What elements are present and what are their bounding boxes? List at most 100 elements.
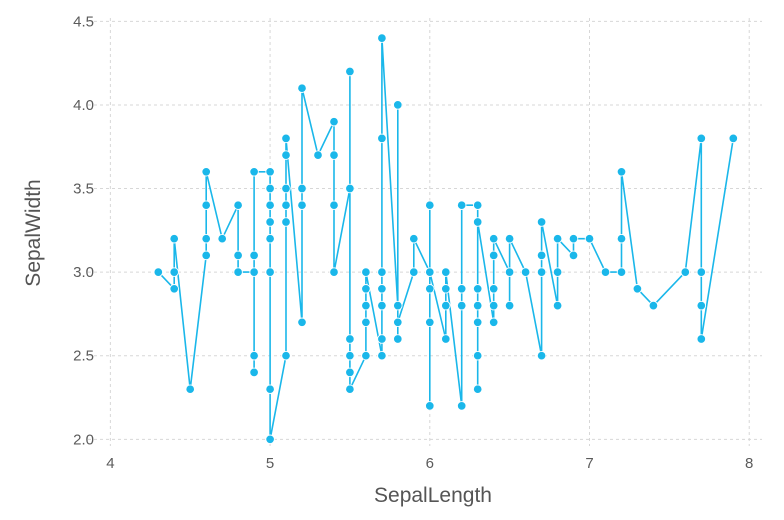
data-point bbox=[361, 300, 371, 311]
data-point bbox=[377, 300, 387, 311]
data-point bbox=[281, 350, 291, 361]
data-point bbox=[169, 284, 179, 294]
data-point bbox=[552, 233, 563, 244]
data-point bbox=[249, 250, 259, 261]
data-point bbox=[281, 133, 291, 144]
data-point bbox=[536, 250, 547, 261]
data-point bbox=[488, 317, 499, 328]
data-point bbox=[393, 100, 403, 110]
series-line bbox=[157, 37, 735, 441]
data-point bbox=[281, 217, 291, 227]
data-point bbox=[488, 250, 499, 261]
data-point bbox=[472, 350, 483, 361]
data-point bbox=[249, 350, 259, 361]
data-point bbox=[696, 133, 707, 144]
data-point bbox=[201, 200, 211, 210]
data-point bbox=[329, 267, 339, 277]
data-point bbox=[504, 300, 515, 311]
data-point bbox=[488, 284, 499, 294]
data-point bbox=[696, 334, 707, 344]
data-point bbox=[393, 334, 403, 344]
y-tick-label: 2.0 bbox=[73, 431, 94, 448]
data-point bbox=[456, 284, 467, 294]
data-point bbox=[201, 250, 211, 261]
data-point bbox=[345, 350, 355, 361]
data-point bbox=[488, 233, 499, 244]
data-point bbox=[696, 300, 707, 311]
data-point bbox=[265, 233, 275, 244]
data-point bbox=[377, 133, 387, 144]
series-points bbox=[153, 33, 739, 445]
data-point bbox=[249, 267, 259, 277]
data-point bbox=[456, 200, 467, 210]
data-point bbox=[472, 200, 483, 210]
data-point bbox=[409, 233, 419, 244]
y-tick-label: 4.0 bbox=[73, 97, 94, 114]
y-tick-label: 3.5 bbox=[73, 181, 94, 198]
data-point bbox=[249, 367, 259, 378]
data-point bbox=[265, 267, 275, 277]
y-tick-label: 3.0 bbox=[73, 264, 94, 281]
x-tick-label: 6 bbox=[426, 455, 434, 472]
data-point bbox=[584, 233, 595, 244]
data-point bbox=[680, 267, 691, 277]
data-point bbox=[425, 267, 435, 277]
data-point bbox=[600, 267, 611, 277]
y-axis-title: SepalWidth bbox=[22, 179, 45, 286]
data-point bbox=[329, 150, 339, 160]
data-point bbox=[648, 300, 659, 311]
data-point bbox=[345, 367, 355, 378]
data-point bbox=[377, 267, 387, 277]
x-tick-label: 7 bbox=[585, 455, 593, 472]
data-point bbox=[425, 401, 435, 411]
data-point bbox=[409, 267, 419, 277]
data-point bbox=[345, 334, 355, 344]
data-point bbox=[456, 401, 467, 411]
data-point bbox=[265, 434, 275, 445]
data-point bbox=[361, 267, 371, 277]
data-point bbox=[377, 284, 387, 294]
data-point bbox=[568, 250, 579, 261]
x-tick-label: 4 bbox=[106, 455, 114, 472]
data-point bbox=[377, 334, 387, 344]
data-point bbox=[616, 267, 627, 277]
data-point bbox=[393, 317, 403, 328]
data-point bbox=[281, 183, 291, 194]
data-point bbox=[441, 267, 451, 277]
data-point bbox=[361, 284, 371, 294]
data-point bbox=[472, 300, 483, 311]
series-lines bbox=[157, 37, 735, 441]
data-point bbox=[552, 300, 563, 311]
x-tick-label: 5 bbox=[266, 455, 274, 472]
data-point bbox=[552, 267, 563, 277]
data-point bbox=[536, 217, 547, 227]
data-point bbox=[696, 267, 707, 277]
data-point bbox=[249, 167, 259, 177]
data-point bbox=[217, 233, 227, 244]
data-point bbox=[536, 350, 547, 361]
data-point bbox=[265, 183, 275, 194]
data-point bbox=[265, 384, 275, 394]
data-point bbox=[456, 300, 467, 311]
data-point bbox=[265, 217, 275, 227]
data-point bbox=[361, 317, 371, 328]
data-point bbox=[345, 384, 355, 394]
data-point bbox=[536, 267, 547, 277]
data-point bbox=[281, 200, 291, 210]
data-point bbox=[153, 267, 164, 277]
data-point bbox=[377, 350, 387, 361]
data-point bbox=[472, 384, 483, 394]
data-point bbox=[425, 317, 435, 328]
data-point bbox=[345, 66, 355, 77]
data-point bbox=[169, 233, 179, 244]
data-point bbox=[520, 267, 531, 277]
data-point bbox=[185, 384, 195, 394]
data-point bbox=[297, 183, 307, 194]
data-point bbox=[488, 300, 499, 311]
data-point bbox=[472, 317, 483, 328]
data-point bbox=[233, 267, 243, 277]
data-point bbox=[504, 267, 515, 277]
data-point bbox=[632, 284, 643, 294]
data-point bbox=[297, 200, 307, 210]
